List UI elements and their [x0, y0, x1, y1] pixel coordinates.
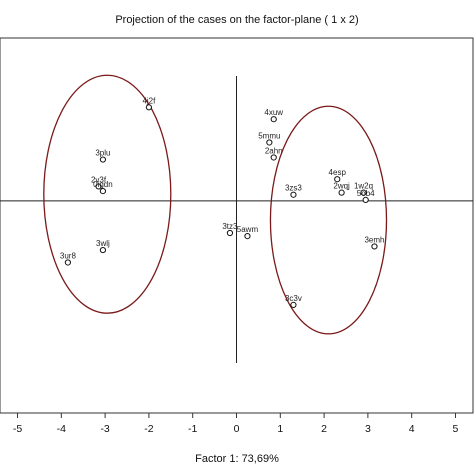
point-label-3zs3: 3zs3 — [285, 184, 302, 193]
point-5ob4 — [362, 196, 369, 203]
point-4j2f — [145, 104, 153, 111]
point-label-4xuw: 4xuw — [264, 108, 283, 117]
point-label-5ob4: 5ob4 — [357, 189, 375, 198]
point-label-0igdn: 0igdn — [93, 180, 113, 189]
point-label-2v3f: 2v3f — [91, 175, 107, 184]
point-3tz3 — [226, 229, 234, 237]
x-tick-label: 1 — [277, 423, 283, 435]
point-label-2ahn: 2ahn — [265, 146, 283, 155]
point-3ur8 — [64, 259, 71, 266]
point-4xuw — [270, 116, 277, 123]
x-tick-label: 2 — [321, 423, 327, 435]
point-3zs3 — [290, 191, 297, 198]
point-label-3emh: 3emh — [364, 235, 384, 244]
point-3c3v — [290, 301, 297, 308]
x-tick-label: -1 — [188, 423, 197, 435]
cluster-ellipse-2 — [269, 105, 388, 335]
x-tick-label: -2 — [144, 423, 153, 435]
point-label-3c3v: 3c3v — [285, 294, 302, 303]
point-label-4j2f: 4j2f — [142, 96, 156, 105]
point-2v3f — [95, 183, 102, 190]
x-tick-label: 5 — [453, 423, 459, 435]
point-3wlj — [99, 246, 107, 254]
x-tick-label: -5 — [13, 423, 22, 435]
point-label-3wlj: 3wlj — [96, 239, 110, 248]
x-tick-label: -4 — [57, 423, 66, 435]
point-label-5mmu: 5mmu — [258, 131, 280, 140]
point-2ahn — [270, 154, 277, 161]
ticks-layer: -5 -4 -3 -2 -1 0 1 2 3 4 5 — [13, 413, 459, 435]
point-5awm — [244, 233, 251, 240]
point-0igdn — [99, 188, 107, 195]
x-tick-label: 3 — [365, 423, 371, 435]
chart-title: Projection of the cases on the factor-pl… — [115, 14, 358, 26]
point-label-5awm: 5awm — [237, 225, 259, 234]
point-label-4esp: 4esp — [329, 168, 347, 177]
point-label-2wqj: 2wqj — [333, 182, 350, 191]
point-label-3plu: 3plu — [95, 149, 110, 158]
x-tick-label: -3 — [100, 423, 109, 435]
x-tick-label: 4 — [409, 423, 415, 435]
point-3plu — [99, 156, 107, 163]
x-tick-label: 0 — [234, 423, 240, 435]
point-label-3tz3: 3tz3 — [222, 222, 238, 231]
point-1w2q — [360, 189, 367, 196]
point-2wqj — [338, 189, 345, 196]
point-5mmu — [266, 139, 273, 146]
point-label-3ur8: 3ur8 — [60, 251, 77, 260]
cluster-ellipse-1 — [43, 74, 172, 314]
point-4esp — [334, 176, 341, 183]
x-axis-label: Factor 1: 73,69% — [195, 453, 279, 465]
axes-layer — [0, 76, 473, 363]
ellipse-layer — [43, 74, 388, 335]
point-3emh — [371, 243, 378, 250]
point-label-1w2q: 1w2q — [354, 182, 373, 191]
